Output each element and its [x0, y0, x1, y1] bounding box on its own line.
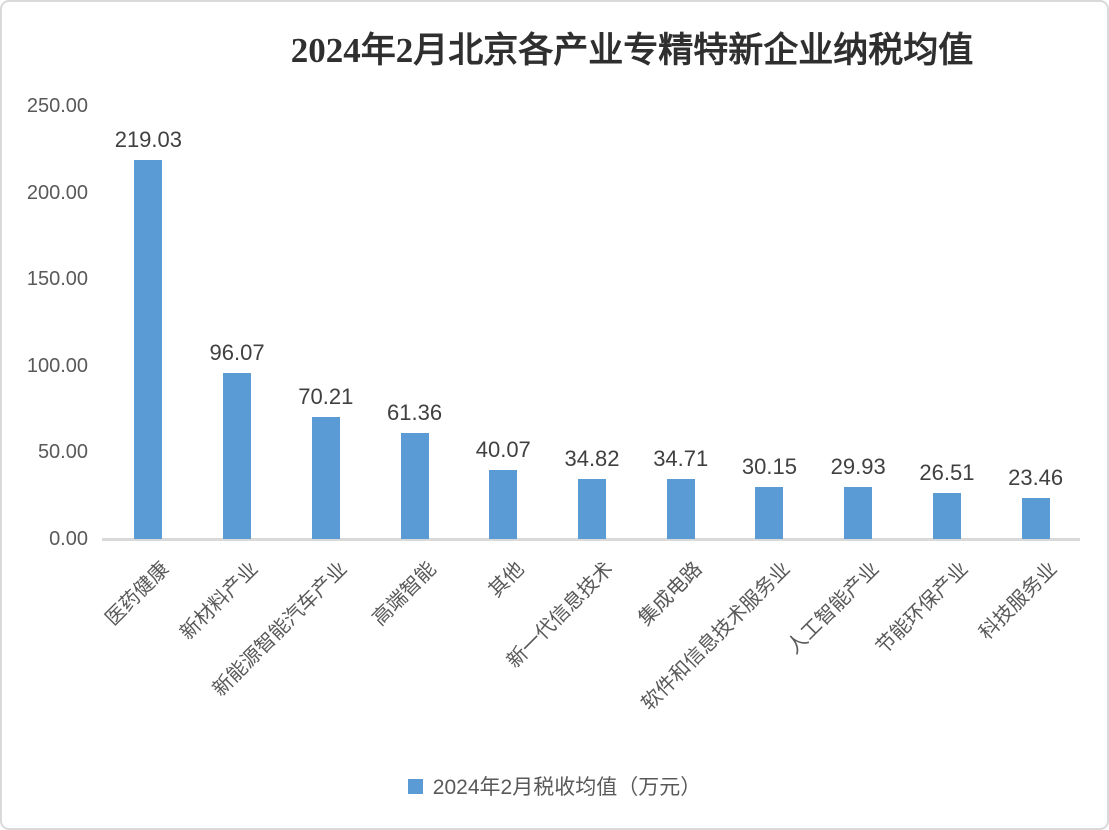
value-label: 29.93 — [830, 454, 886, 480]
value-label: 23.46 — [1008, 465, 1064, 491]
bar — [1021, 498, 1050, 539]
category-label: 人工智能产业 — [783, 558, 884, 659]
legend-label: 2024年2月税收均值（万元） — [432, 776, 702, 799]
category-label: 高端智能 — [367, 558, 441, 631]
y-tick-label: 250.00 — [26, 95, 88, 117]
value-label: 30.15 — [741, 453, 797, 479]
category-label: 节能环保产业 — [872, 558, 973, 659]
y-tick-label: 150.00 — [26, 268, 88, 291]
category-label: 软件和信息技术服务业 — [638, 558, 796, 715]
y-tick-label: 0.00 — [49, 528, 88, 550]
category-label: 科技服务业 — [974, 558, 1062, 645]
y-tick-label: 100.00 — [26, 354, 88, 377]
bar — [666, 478, 695, 539]
value-label: 26.51 — [919, 460, 975, 486]
x-axis-line — [102, 538, 1080, 541]
bar — [578, 478, 606, 539]
value-label: 70.21 — [298, 384, 354, 410]
value-label: 40.07 — [475, 436, 531, 462]
bar — [755, 486, 784, 539]
value-label: 34.82 — [564, 445, 620, 471]
value-label: 96.07 — [209, 339, 265, 365]
value-label: 61.36 — [387, 399, 443, 425]
legend: 2024年2月税收均值（万元） — [2, 772, 1107, 800]
bar — [844, 487, 873, 539]
bar — [932, 493, 961, 539]
bar — [311, 417, 340, 539]
y-tick-label: 50.00 — [37, 441, 88, 464]
category-label: 医药健康 — [101, 558, 174, 631]
bar — [223, 372, 252, 539]
category-label: 新材料产业 — [176, 558, 263, 645]
bar — [134, 159, 163, 539]
category-label: 集成电路 — [634, 558, 707, 631]
bar — [489, 469, 518, 539]
y-tick-label: 200.00 — [26, 181, 88, 204]
category-label: 其他 — [484, 558, 529, 602]
chart-title: 2024年2月北京各产业专精特新企业纳税均值 — [290, 31, 974, 70]
value-label: 219.03 — [114, 126, 182, 152]
value-label: 34.71 — [653, 445, 709, 471]
bar — [400, 432, 429, 539]
legend-swatch-icon — [407, 778, 423, 794]
